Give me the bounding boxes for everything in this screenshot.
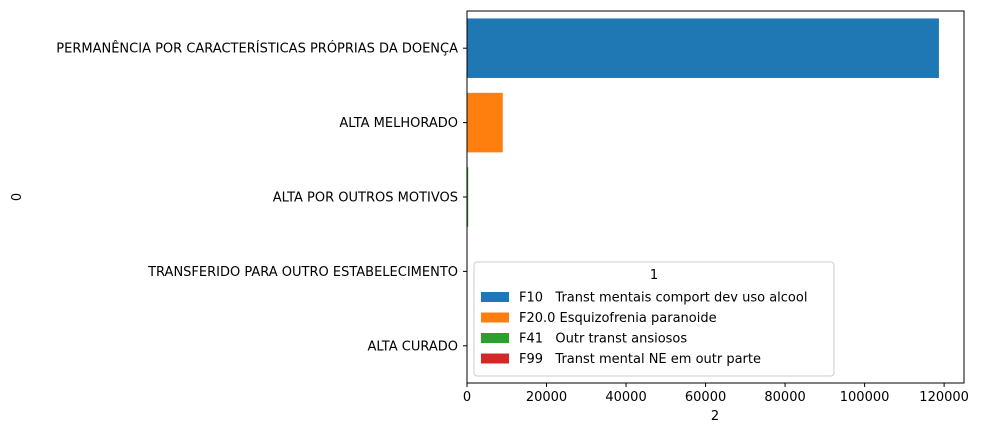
legend-swatch (481, 312, 509, 323)
legend: 1 F10 Transt mentais comport dev uso alc… (473, 261, 835, 377)
y-tick-label: ALTA MELHORADO (339, 116, 458, 131)
x-tick-label: 40000 (605, 390, 646, 405)
bar (467, 92, 503, 153)
y-tick-label: ALTA POR OUTROS MOTIVOS (273, 191, 458, 206)
legend-label: F99 Transt mental NE em outr parte (519, 352, 761, 367)
bar (467, 167, 469, 227)
legend-swatch (481, 333, 509, 343)
x-tick-label: 100000 (840, 390, 890, 405)
x-tick-label: 0 (463, 390, 471, 405)
legend-label: F10 Transt mentais comport dev uso alcoo… (519, 291, 807, 306)
legend-swatch (481, 353, 509, 364)
x-tick-label: 20000 (526, 390, 567, 405)
x-axis-label: 2 (711, 409, 719, 424)
legend-label: F20.0 Esquizofrenia paranoide (519, 311, 717, 326)
bar (467, 18, 939, 78)
legend-swatch (481, 292, 509, 302)
y-tick-label: ALTA CURADO (367, 339, 458, 354)
legend-label: F41 Outr transt ansiosos (519, 332, 687, 347)
legend-items: F10 Transt mentais comport dev uso alcoo… (481, 291, 807, 367)
y-tick-label: PERMANÊNCIA POR CARACTERÍSTICAS PRÓPRIAS… (56, 41, 458, 57)
bars-group (467, 18, 939, 376)
x-tick-label: 60000 (685, 390, 726, 405)
legend-box (473, 261, 835, 377)
x-tick-label: 80000 (764, 390, 805, 405)
y-axis: PERMANÊNCIA POR CARACTERÍSTICAS PRÓPRIAS… (56, 41, 467, 354)
y-tick-label: TRANSFERIDO PARA OUTRO ESTABELECIMENTO (147, 265, 458, 280)
x-axis: 0 20000 40000 60000 80000 100000 120000 (463, 383, 969, 405)
y-axis-label: 0 (10, 193, 25, 201)
legend-title: 1 (650, 268, 658, 283)
x-tick-label: 120000 (919, 390, 969, 405)
